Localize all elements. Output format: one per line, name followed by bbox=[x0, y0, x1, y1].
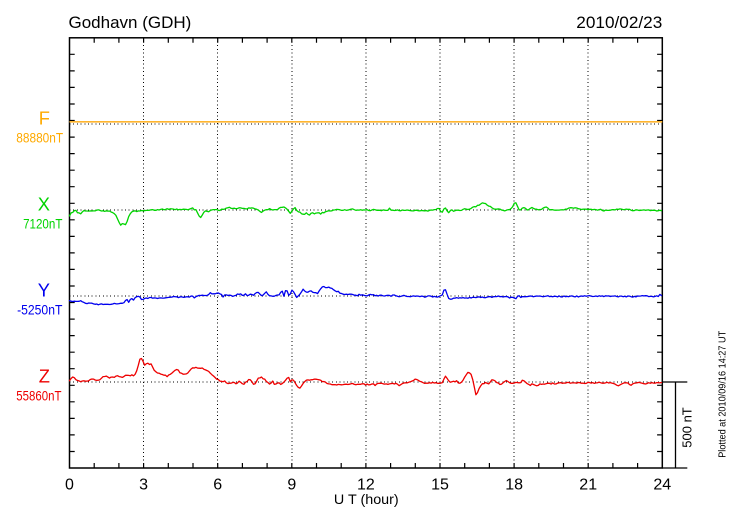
svg-text:6: 6 bbox=[213, 477, 222, 494]
svg-text:15: 15 bbox=[431, 477, 449, 494]
svg-text:-5250nT: -5250nT bbox=[17, 302, 63, 317]
svg-text:12: 12 bbox=[357, 477, 375, 494]
svg-text:Y: Y bbox=[38, 280, 50, 301]
svg-text:18: 18 bbox=[505, 477, 523, 494]
svg-text:24: 24 bbox=[653, 477, 671, 494]
svg-text:Godhavn (GDH): Godhavn (GDH) bbox=[69, 13, 192, 32]
svg-text:U T (hour): U T (hour) bbox=[334, 491, 399, 507]
svg-text:0: 0 bbox=[65, 477, 74, 494]
svg-text:7120nT: 7120nT bbox=[23, 216, 63, 231]
svg-text:88880nT: 88880nT bbox=[16, 130, 63, 145]
svg-text:F: F bbox=[39, 108, 50, 129]
svg-text:X: X bbox=[38, 194, 50, 215]
svg-text:55860nT: 55860nT bbox=[16, 388, 62, 403]
svg-text:Plotted at 2010/09/16 14:27 UT: Plotted at 2010/09/16 14:27 UT bbox=[717, 331, 728, 458]
svg-text:9: 9 bbox=[287, 477, 296, 494]
svg-text:Z: Z bbox=[39, 366, 50, 387]
svg-text:21: 21 bbox=[579, 477, 597, 494]
svg-text:3: 3 bbox=[139, 477, 148, 494]
svg-text:2010/02/23: 2010/02/23 bbox=[576, 13, 662, 32]
svg-text:500 nT: 500 nT bbox=[680, 407, 695, 448]
